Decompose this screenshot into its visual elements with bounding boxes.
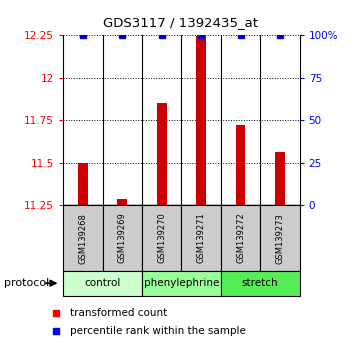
Bar [117, 199, 127, 205]
Text: control: control [84, 278, 121, 288]
Bar [63, 205, 103, 271]
Text: phenylephrine: phenylephrine [144, 278, 219, 288]
Bar [275, 152, 285, 205]
Bar [63, 271, 142, 296]
Text: GSM139268: GSM139268 [78, 213, 87, 263]
Text: protocol: protocol [4, 278, 49, 288]
Text: GSM139269: GSM139269 [118, 213, 127, 263]
Bar [260, 205, 300, 271]
Text: GDS3117 / 1392435_at: GDS3117 / 1392435_at [103, 16, 258, 29]
Text: GSM139272: GSM139272 [236, 213, 245, 263]
Bar [221, 205, 260, 271]
Text: transformed count: transformed count [70, 308, 168, 318]
Text: percentile rank within the sample: percentile rank within the sample [70, 326, 246, 336]
Bar [142, 205, 182, 271]
Bar [236, 125, 245, 205]
Bar [78, 163, 88, 205]
Text: GSM139273: GSM139273 [275, 213, 284, 263]
Bar [196, 36, 206, 205]
Bar [103, 205, 142, 271]
Text: stretch: stretch [242, 278, 279, 288]
Bar [142, 271, 221, 296]
Bar [221, 271, 300, 296]
Bar [157, 103, 167, 205]
Text: GSM139270: GSM139270 [157, 213, 166, 263]
Text: GSM139271: GSM139271 [197, 213, 206, 263]
Bar [182, 205, 221, 271]
